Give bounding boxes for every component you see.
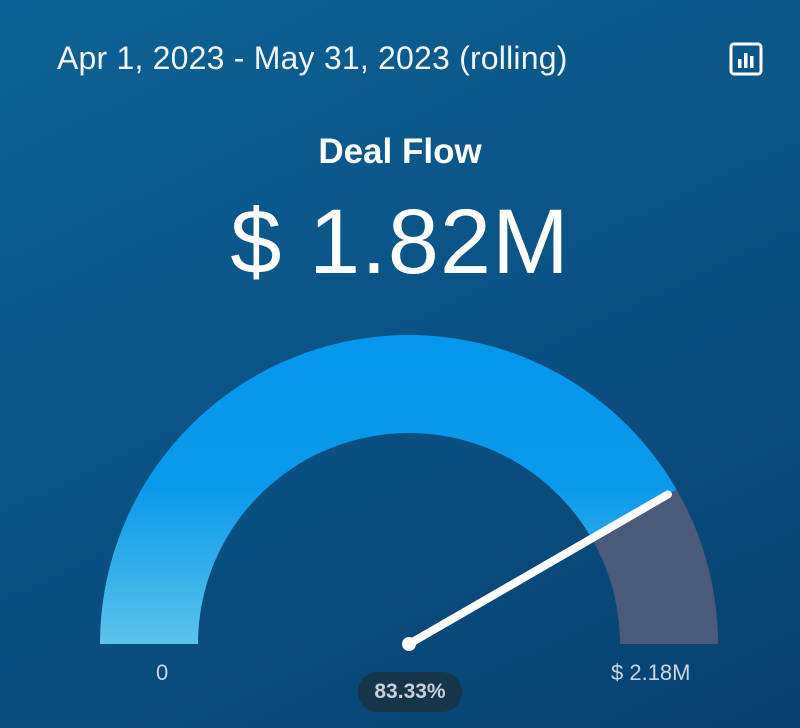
- metric-title: Deal Flow: [318, 132, 482, 171]
- gauge-max-label: $ 2.18M: [611, 660, 691, 685]
- date-range-label: Apr 1, 2023 - May 31, 2023 (rolling): [57, 40, 568, 76]
- gauge-needle-hub: [402, 637, 416, 651]
- bar-chart-icon[interactable]: [729, 42, 763, 76]
- gauge-percent-badge: 83.33%: [358, 672, 462, 712]
- gauge-filled-arc: [100, 334, 677, 644]
- gauge-needle: [405, 490, 672, 648]
- gauge-min-label: 0: [156, 660, 169, 685]
- gauge-remainder-arc: [591, 489, 718, 644]
- metric-value: $ 1.82M: [230, 191, 570, 293]
